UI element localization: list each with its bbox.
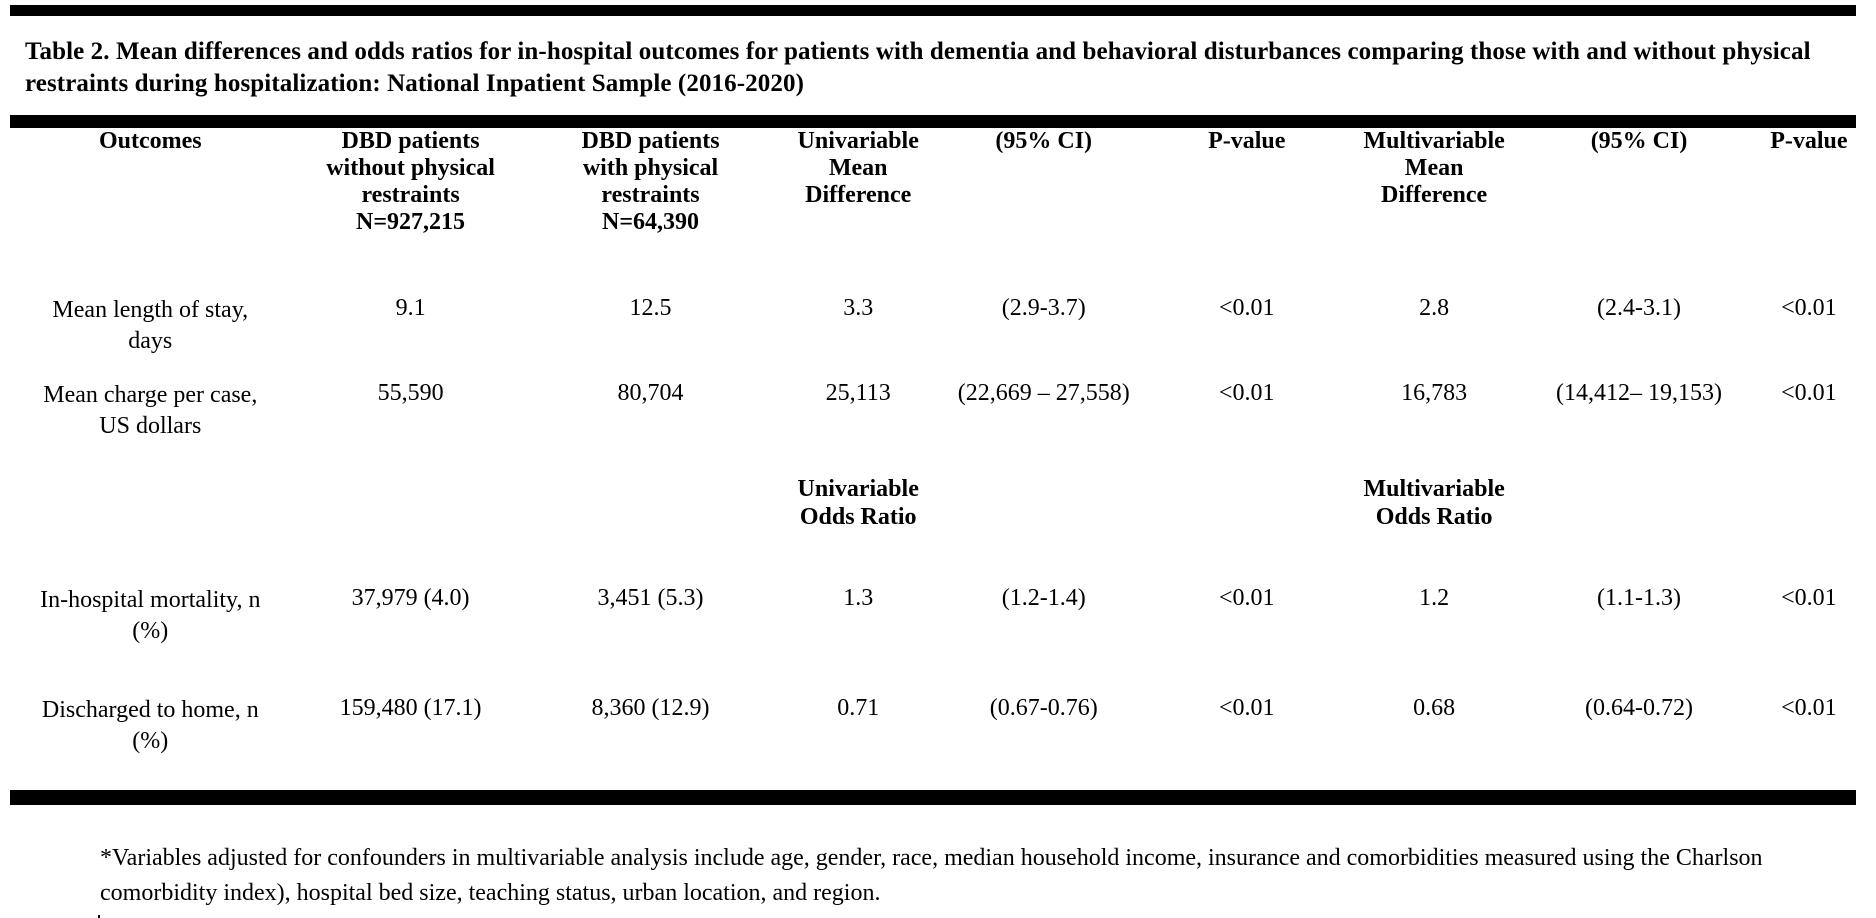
empty-cell [1516, 475, 1762, 585]
table-cell: 3,451 (5.3) [597, 585, 704, 611]
bottom-rule [10, 790, 1856, 805]
subheader-univariable-odds-ratio: Univariable Odds Ratio [797, 476, 919, 530]
table-cell: 16,783 [1401, 380, 1468, 406]
table-cell: 55,590 [377, 380, 444, 406]
table-cell: (1.2-1.4) [1001, 585, 1086, 611]
table-cell: 2.8 [1419, 295, 1450, 321]
table-cell: 0.71 [837, 695, 880, 721]
row-label: Discharged to home, n (%) [41, 697, 259, 754]
empty-cell [531, 475, 771, 585]
header-multivariable-pvalue: P-value [1770, 128, 1848, 154]
header-univariable-mean-diff: Univariable Mean Difference [797, 128, 919, 208]
table-title: Table 2. Mean differences and odds ratio… [25, 38, 1811, 97]
table-cell: <0.01 [1781, 295, 1837, 321]
header-multivariable-ci: (95% CI) [1590, 128, 1688, 154]
table-cell: (0.67-0.76) [989, 695, 1098, 721]
subheader-multivariable-odds-ratio: Multivariable Odds Ratio [1363, 476, 1505, 530]
table-cell: (2.4-3.1) [1597, 295, 1682, 321]
header-without-restraints: DBD patients without physical restraints… [326, 128, 495, 235]
table-cell: 0.68 [1413, 695, 1456, 721]
table-cell: (1.1-1.3) [1597, 585, 1682, 611]
table-row-discharged-to-home: Discharged to home, n (%) 159,480 (17.1)… [10, 695, 1856, 790]
empty-cell [10, 475, 291, 585]
table-row-charge-per-case: Mean charge per case, US dollars 55,590 … [10, 380, 1856, 475]
table-cell: 159,480 (17.1) [339, 695, 482, 721]
table-cell: <0.01 [1218, 295, 1275, 321]
table-cell: 1.3 [843, 585, 874, 611]
table-row-length-of-stay: Mean length of stay, days 9.1 12.5 3.3 (… [10, 295, 1856, 380]
table-cell: <0.01 [1218, 585, 1275, 611]
outcomes-table: Outcomes DBD patients without physical r… [10, 128, 1856, 790]
header-univariable-ci: (95% CI) [995, 128, 1093, 154]
table-cell: (22,669 – 27,558) [957, 380, 1130, 406]
table-cell: 25,113 [825, 380, 891, 406]
table-cell: (14,412– 19,153) [1556, 380, 1723, 406]
table-header-row: Outcomes DBD patients without physical r… [10, 128, 1856, 295]
table-cell: 37,979 (4.0) [351, 585, 470, 611]
top-rule [10, 5, 1856, 16]
header-with-restraints: DBD patients with physical restraints N=… [581, 128, 720, 235]
table-cell: <0.01 [1781, 585, 1837, 611]
empty-cell [946, 475, 1142, 585]
table-cell: <0.01 [1218, 695, 1275, 721]
table-cell: <0.01 [1781, 695, 1837, 721]
table-cell: 9.1 [395, 295, 426, 321]
header-rule [10, 115, 1856, 128]
header-outcomes: Outcomes [98, 128, 202, 154]
table-cell: 1.2 [1419, 585, 1450, 611]
header-multivariable-mean-diff: Multivariable Mean Difference [1363, 128, 1505, 208]
table-cell: 80,704 [617, 380, 684, 406]
row-label: Mean charge per case, US dollars [43, 382, 258, 439]
table-footnote: *Variables adjusted for confounders in m… [100, 845, 1763, 906]
table-cell: (2.9-3.7) [1001, 295, 1086, 321]
table-cell: 12.5 [629, 295, 672, 321]
table-cell: 3.3 [843, 295, 874, 321]
text-cursor[interactable] [98, 915, 100, 918]
empty-cell [1142, 475, 1352, 585]
odds-ratio-subheader-row: Univariable Odds Ratio Multivariable Odd… [10, 475, 1856, 585]
empty-cell [1762, 475, 1856, 585]
table-row-in-hospital-mortality: In-hospital mortality, n (%) 37,979 (4.0… [10, 585, 1856, 695]
header-univariable-pvalue: P-value [1208, 128, 1286, 154]
row-label: Mean length of stay, days [52, 297, 249, 354]
table-cell: (0.64-0.72) [1585, 695, 1694, 721]
row-label: In-hospital mortality, n (%) [40, 587, 261, 644]
empty-cell [291, 475, 531, 585]
table-cell: <0.01 [1218, 380, 1275, 406]
table-cell: <0.01 [1781, 380, 1837, 406]
table-cell: 8,360 (12.9) [591, 695, 710, 721]
